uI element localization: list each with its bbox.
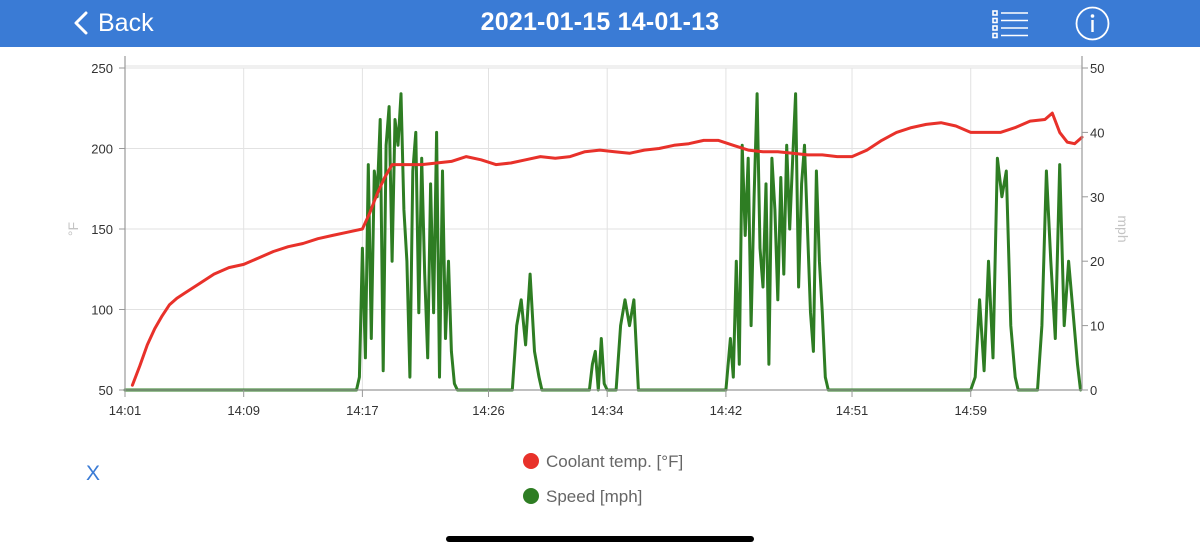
y-right-axis-label: mph xyxy=(1115,215,1131,242)
y-left-tick-label: 100 xyxy=(91,303,113,318)
y-left-tick-label: 150 xyxy=(91,222,113,237)
y-left-axis-label: °F xyxy=(65,222,81,236)
x-tick-label: 14:34 xyxy=(591,403,624,418)
series-line-coolant-temp xyxy=(130,111,1084,387)
legend-label: Coolant temp. [°F] xyxy=(546,452,683,471)
top-bar: Back 2021-01-15 14-01-13 xyxy=(0,0,1200,47)
legend-label: Speed [mph] xyxy=(546,487,642,506)
close-button[interactable]: X xyxy=(86,462,101,485)
page-title: 2021-01-15 14-01-13 xyxy=(480,8,720,36)
y-right-tick-label: 0 xyxy=(1090,383,1097,398)
chart: 50 100 150 200 250 0 10 20 30 40 50 14:01 14:09 14:17… xyxy=(65,56,1131,506)
y-right-tick-label: 30 xyxy=(1090,190,1104,205)
legend-marker xyxy=(523,453,539,469)
info-button[interactable] xyxy=(1075,6,1110,41)
x-tick-label: 14:01 xyxy=(109,403,142,418)
x-tick-label: 14:59 xyxy=(954,403,987,418)
x-tick-label: 14:17 xyxy=(346,403,379,418)
chart-axes: 50 100 150 200 250 0 10 20 30 40 50 14:01 14:09 14:17… xyxy=(65,56,1131,418)
legend-marker xyxy=(523,488,539,504)
y-right-tick-label: 20 xyxy=(1090,254,1104,269)
list-icon xyxy=(992,10,1028,39)
x-tick-label: 14:09 xyxy=(227,403,260,418)
y-left-tick-label: 250 xyxy=(91,61,113,76)
y-right-tick-label: 40 xyxy=(1090,125,1104,140)
x-tick-label: 14:42 xyxy=(710,403,743,418)
x-tick-label: 14:51 xyxy=(836,403,869,418)
list-button[interactable] xyxy=(992,9,1030,39)
back-button[interactable]: Back xyxy=(74,8,154,38)
y-right-tick-label: 50 xyxy=(1090,61,1104,76)
x-tick-label: 14:26 xyxy=(472,403,505,418)
y-right-tick-label: 10 xyxy=(1090,319,1104,334)
y-left-tick-label: 50 xyxy=(99,383,113,398)
chart-grid xyxy=(124,65,1082,391)
chart-legend: Coolant temp. [°F] Speed [mph] xyxy=(523,452,683,506)
back-label: Back xyxy=(98,8,154,37)
info-icon xyxy=(1075,6,1110,41)
series-line-speed xyxy=(123,92,1082,392)
y-left-tick-label: 200 xyxy=(91,142,113,157)
chart-series xyxy=(123,92,1084,392)
chevron-left-icon xyxy=(74,11,88,35)
home-indicator xyxy=(446,536,754,542)
